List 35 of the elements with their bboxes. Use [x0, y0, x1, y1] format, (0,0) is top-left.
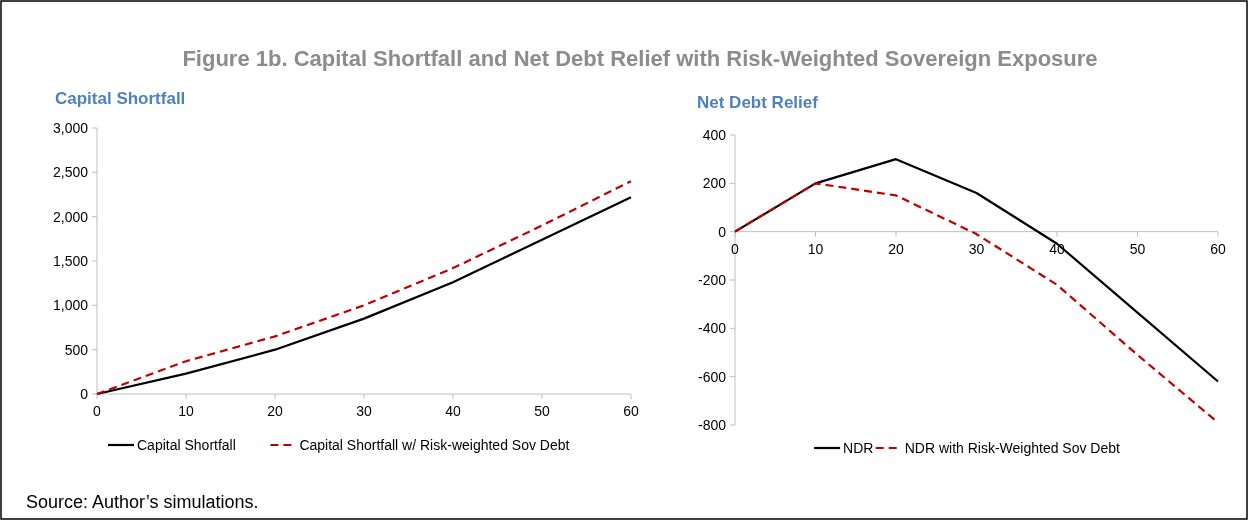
y-tick-label: 1,500 [52, 253, 89, 269]
x-tick-label: 10 [178, 403, 194, 419]
chart-title: Capital Shortfall [55, 89, 186, 108]
x-tick-label: 30 [968, 240, 985, 257]
y-tick-label: 0 [80, 386, 89, 402]
y-tick-label: 3,000 [52, 120, 89, 136]
y-tick-label: 2,500 [52, 164, 89, 181]
y-tick-label: 0 [718, 223, 727, 240]
caption: Figure 1b. Capital Shortfall and Net Debt Relief with Risk-Weighted Sovereign Exposure [182, 46, 1098, 71]
x-tick-label: 20 [888, 240, 904, 257]
y-tick-label: 200 [702, 175, 727, 192]
y-tick-label: 400 [702, 127, 727, 143]
y-tick-label: 1,000 [52, 297, 89, 314]
chart-title: Net Debt Relief [697, 93, 819, 112]
x-tick-label: 30 [356, 403, 372, 419]
y-tick-label: -400 [697, 320, 727, 337]
legend-label: Capital Shortfall [137, 437, 236, 453]
y-tick-label: -600 [697, 368, 727, 385]
legend-label: NDR with Risk-Weighted Sov Debt [904, 440, 1121, 456]
x-tick-label: 60 [623, 403, 639, 419]
y-tick-label: -200 [697, 272, 727, 288]
y-tick-label: 500 [64, 341, 89, 358]
x-tick-label: 60 [1210, 240, 1226, 257]
legend-label: NDR [843, 440, 874, 456]
legend-label: Capital Shortfall w/ Risk-weighted Sov Debt [299, 437, 570, 453]
x-tick-label: 40 [445, 403, 461, 419]
x-tick-label: 0 [731, 240, 740, 257]
source-note: Source: Author’s simulations. [26, 492, 259, 512]
x-tick-label: 0 [93, 403, 102, 419]
x-tick-label: 10 [807, 240, 824, 257]
x-tick-label: 50 [534, 403, 550, 419]
x-tick-label: 20 [267, 403, 283, 419]
y-tick-label: -800 [697, 417, 727, 433]
y-tick-label: 2,000 [52, 208, 89, 225]
x-tick-label: 50 [1129, 240, 1146, 257]
